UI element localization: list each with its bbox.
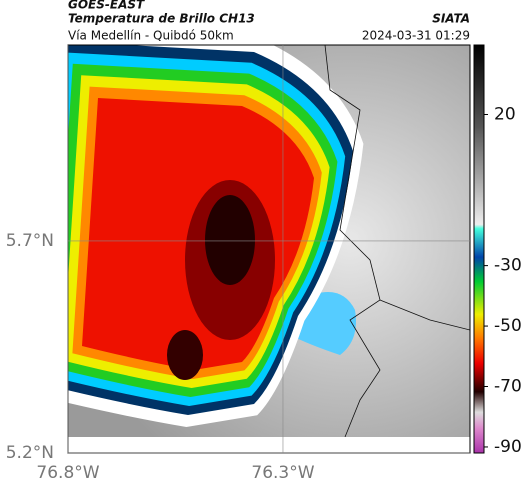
source: GOES-EAST	[68, 0, 145, 12]
title: Temperatura de Brillo CH13	[68, 12, 255, 26]
imagery	[68, 45, 470, 437]
colorbar-tick-label: 20	[494, 105, 516, 125]
colorbar	[473, 44, 485, 454]
x-tick-label: 76.3°W	[251, 463, 314, 483]
x-tick-label: 76.8°W	[36, 463, 99, 483]
y-tick-label: 5.2°N	[6, 443, 54, 463]
boundary-line	[379, 299, 470, 331]
colorbar-tick-label: -90	[494, 437, 522, 457]
datetime: 2024-03-31 01:29	[362, 29, 470, 43]
colorbar-tick-label: -30	[494, 256, 522, 276]
agency: SIATA	[432, 12, 470, 26]
colorbar-tick-label: -50	[494, 316, 522, 336]
colorbar-tick-label: -70	[494, 377, 522, 397]
storm	[68, 45, 364, 428]
boundary-line	[324, 45, 381, 437]
subtitle: Vía Medellín - Quibdó 50km	[68, 29, 234, 43]
y-tick-label: 5.7°N	[6, 231, 54, 251]
